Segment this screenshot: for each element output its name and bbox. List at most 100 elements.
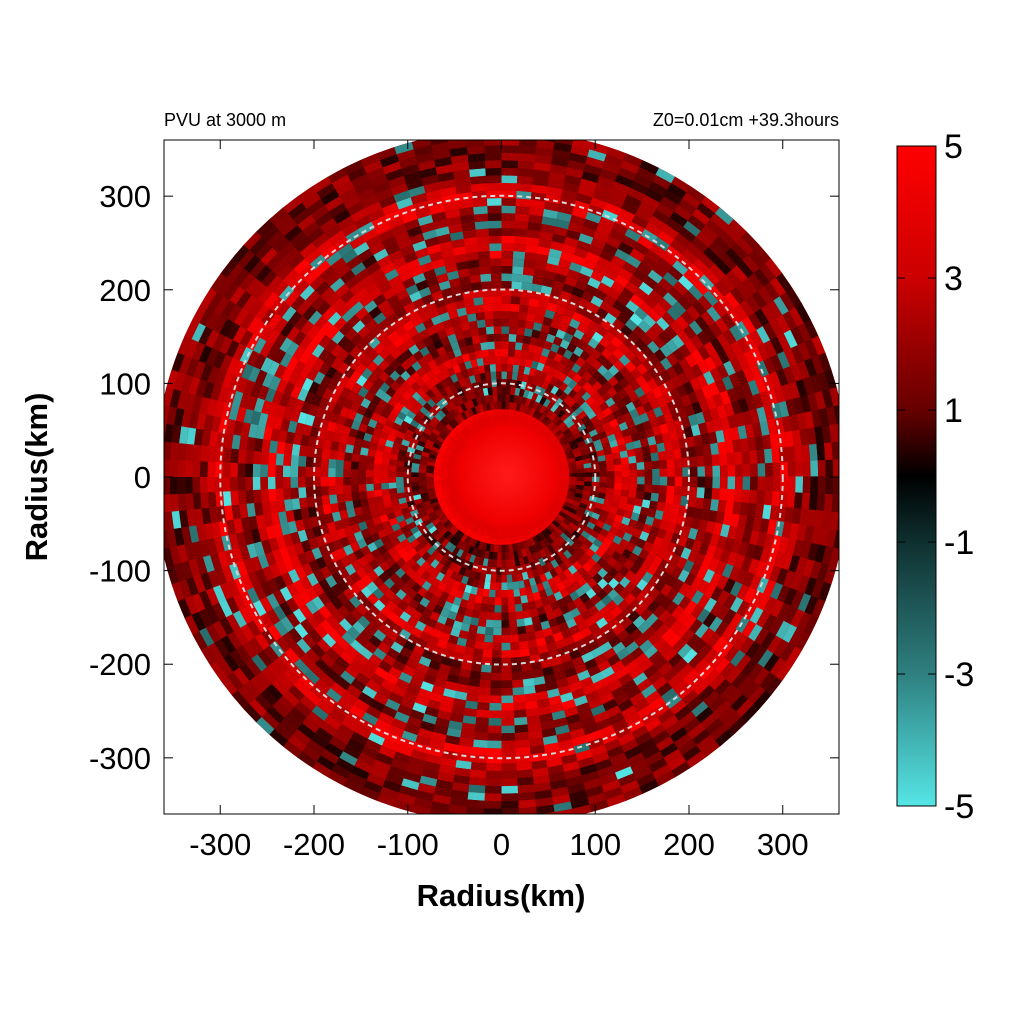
field-cell — [549, 343, 560, 353]
field-cell — [328, 708, 346, 724]
field-cell — [745, 640, 762, 659]
field-cell — [441, 695, 455, 706]
field-cell — [304, 391, 316, 405]
field-cell — [735, 369, 748, 386]
field-cell — [661, 431, 672, 443]
field-cell — [629, 535, 640, 546]
field-cell — [334, 656, 351, 671]
field-cell — [388, 725, 405, 738]
field-cell — [632, 504, 642, 515]
field-cell — [653, 702, 671, 718]
field-cell — [276, 499, 286, 513]
field-cell — [747, 558, 760, 575]
field-cell — [410, 526, 420, 535]
field-cell — [546, 544, 555, 553]
field-cell — [378, 712, 395, 726]
field-cell — [681, 689, 699, 706]
field-cell — [651, 263, 668, 278]
field-cell — [336, 361, 349, 375]
field-cell — [544, 634, 556, 645]
field-cell — [710, 600, 724, 617]
field-cell — [580, 225, 597, 238]
field-cell — [572, 631, 584, 643]
field-cell — [263, 513, 273, 528]
field-cell — [573, 613, 585, 625]
field-cell — [544, 309, 556, 320]
field-cell — [419, 538, 429, 548]
field-cell — [355, 672, 371, 686]
field-cell — [574, 492, 583, 499]
field-cell — [641, 445, 651, 455]
field-cell — [427, 635, 440, 647]
field-cell — [603, 268, 619, 282]
field-cell — [700, 508, 711, 521]
field-cell — [342, 587, 356, 601]
field-cell — [634, 555, 646, 568]
field-cell — [759, 420, 770, 436]
field-cell — [658, 382, 670, 395]
field-cell — [376, 443, 385, 453]
field-cell — [396, 487, 405, 494]
field-cell — [511, 273, 523, 283]
field-cell — [612, 299, 626, 313]
field-cell — [306, 367, 319, 382]
field-cell — [393, 401, 404, 412]
field-cell — [375, 752, 394, 766]
field-cell — [431, 446, 440, 453]
field-cell — [230, 477, 238, 492]
field-cell — [691, 539, 703, 553]
field-cell — [637, 620, 652, 634]
field-cell — [765, 476, 773, 492]
field-cell — [343, 460, 352, 470]
field-cell — [686, 305, 701, 321]
field-cell — [614, 514, 624, 523]
field-cell — [470, 539, 478, 548]
field-cell — [425, 507, 435, 515]
field-cell — [466, 367, 475, 377]
field-cell — [501, 341, 509, 349]
field-cell — [253, 397, 265, 414]
field-cell — [416, 522, 426, 531]
field-cell — [357, 422, 368, 433]
field-cell — [674, 476, 683, 487]
field-cell — [535, 253, 549, 264]
field-cell — [294, 374, 307, 389]
field-cell — [737, 424, 748, 440]
field-cell — [501, 394, 506, 402]
field-cell — [457, 676, 471, 686]
field-cell — [299, 320, 314, 336]
field-cell — [501, 740, 517, 749]
field-cell — [533, 161, 552, 172]
field-cell — [527, 344, 537, 354]
field-cell — [421, 363, 432, 374]
field-cell — [553, 538, 563, 548]
field-cell — [267, 477, 276, 490]
field-cell — [414, 427, 424, 437]
field-cell — [272, 524, 284, 538]
field-cell — [450, 418, 459, 427]
field-cell — [490, 371, 497, 380]
field-cell — [577, 556, 587, 567]
field-cell — [752, 516, 763, 532]
field-cell — [534, 314, 545, 325]
field-cell — [707, 381, 720, 396]
field-cell — [268, 488, 277, 502]
field-cell — [541, 277, 555, 288]
field-cell — [636, 483, 645, 492]
field-cell — [697, 579, 710, 594]
field-cell — [558, 684, 572, 696]
field-cell — [682, 559, 695, 573]
field-cell — [583, 419, 593, 428]
field-cell — [267, 313, 282, 330]
field-cell — [467, 685, 480, 695]
field-cell — [374, 495, 384, 504]
field-cell — [473, 602, 482, 612]
field-cell — [578, 444, 588, 452]
field-cell — [635, 374, 647, 387]
field-cell — [518, 633, 528, 642]
field-cell — [719, 390, 731, 405]
field-cell — [464, 552, 472, 562]
field-cell — [241, 574, 254, 591]
field-cell — [651, 460, 660, 470]
field-cell — [516, 769, 534, 779]
